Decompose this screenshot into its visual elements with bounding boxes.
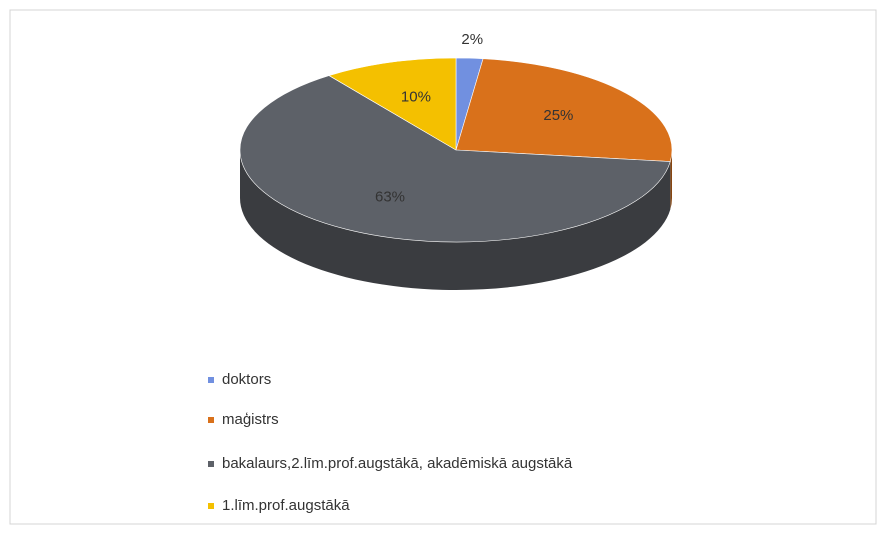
- pie-slice: [239, 75, 671, 243]
- legend-label: doktors: [222, 371, 271, 388]
- data-label: 63%: [375, 188, 405, 205]
- data-label: 2%: [461, 31, 483, 48]
- pie-side: [670, 150, 672, 210]
- data-label: 10%: [401, 88, 431, 105]
- legend-marker: [208, 461, 214, 467]
- legend-label: bakalaurs,2.līm.prof.augstākā, akadēmisk…: [222, 455, 573, 472]
- legend-label: 1.līm.prof.augstākā: [222, 497, 350, 514]
- legend-marker: [208, 417, 214, 423]
- pie-side: [240, 150, 671, 290]
- pie-slice: [455, 58, 673, 162]
- legend-marker: [208, 503, 214, 509]
- data-label: 25%: [543, 107, 573, 124]
- legend-marker: [208, 377, 214, 383]
- pie-slice: [328, 57, 457, 151]
- legend-label: maģistrs: [222, 411, 279, 428]
